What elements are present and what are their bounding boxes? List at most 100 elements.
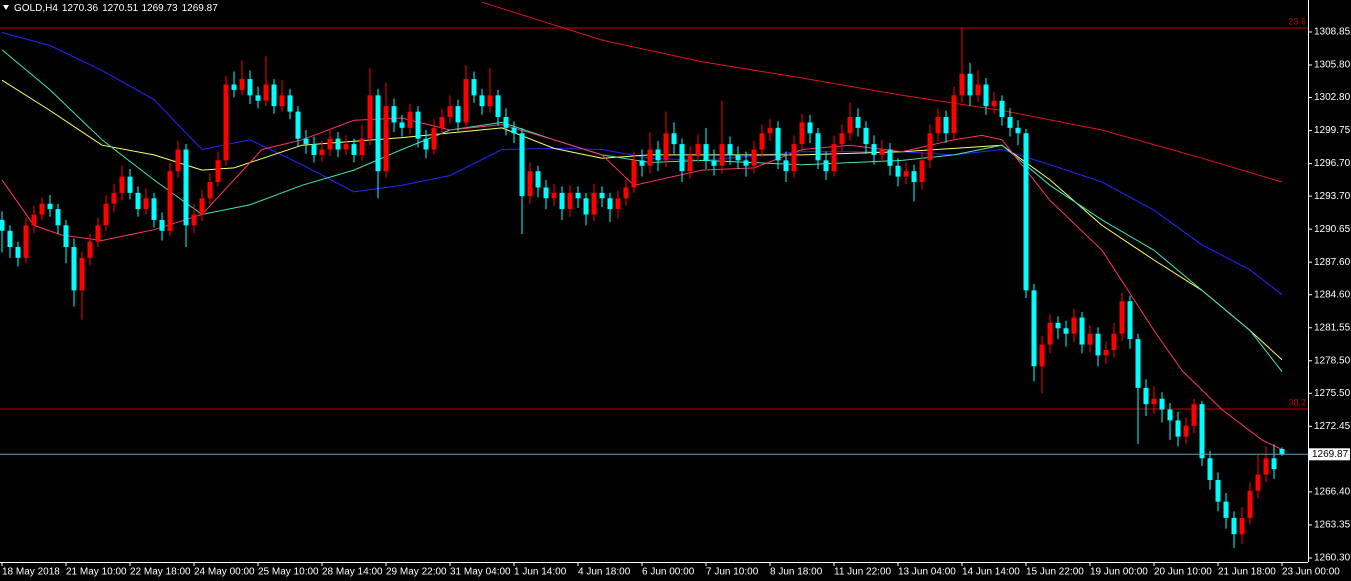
fib-level-label: 38.2 <box>1288 397 1306 407</box>
candle-body <box>615 198 621 210</box>
candle-body <box>303 138 309 145</box>
candle-body <box>839 133 845 145</box>
candle-body <box>703 144 709 161</box>
candle-body <box>599 192 605 199</box>
candle-body <box>871 144 877 155</box>
x-tick-label: 18 May 2018 <box>2 567 60 578</box>
candle-body <box>1111 333 1117 350</box>
candle-body <box>1159 398 1165 410</box>
candle-body <box>1087 333 1093 345</box>
candle-body <box>103 203 109 226</box>
candle-body <box>199 198 205 215</box>
x-tick-label: 8 Jun 18:00 <box>770 567 823 578</box>
candle-body <box>679 144 685 172</box>
candle-body <box>623 187 629 199</box>
x-tick-label: 11 Jun 22:00 <box>834 567 892 578</box>
candle-body <box>671 133 677 145</box>
price-label-box <box>1309 448 1350 461</box>
candle-body <box>1095 333 1101 356</box>
candle-body <box>223 84 229 161</box>
candle-body <box>1079 317 1085 345</box>
candle-body <box>991 100 997 107</box>
menu-arrow[interactable] <box>3 5 9 10</box>
candle-body <box>1183 425 1189 437</box>
candle-body <box>231 84 237 90</box>
candle-body <box>455 106 461 123</box>
y-tick-label: 1275.50 <box>1314 388 1351 399</box>
candle-body <box>0 219 5 231</box>
candle-body <box>415 111 421 139</box>
y-tick-label: 1299.75 <box>1314 125 1351 136</box>
y-tick-label: 1296.70 <box>1314 158 1351 169</box>
candle-body <box>967 73 973 96</box>
candle-body <box>751 149 757 166</box>
candle-body <box>527 171 533 197</box>
moving-average <box>1 32 1283 296</box>
x-tick-label: 22 May 18:00 <box>130 567 191 578</box>
candle-body <box>783 160 789 172</box>
candle-body <box>407 111 413 128</box>
candle-body <box>791 144 797 172</box>
y-tick-label: 1287.60 <box>1314 257 1351 268</box>
candle-body <box>279 95 285 107</box>
candle-body <box>1207 458 1213 480</box>
candle-body <box>191 214 197 226</box>
candle-body <box>311 144 317 155</box>
candle-body <box>911 171 917 183</box>
candle-body <box>847 117 853 134</box>
x-tick-label: 24 May 00:00 <box>194 567 255 578</box>
candle-body <box>855 117 861 128</box>
candle-body <box>431 127 437 150</box>
candle-body <box>1263 458 1269 475</box>
header-open: 1270.36 <box>62 3 99 14</box>
header-high: 1270.51 <box>102 3 139 14</box>
candle-body <box>647 149 653 166</box>
candle-body <box>463 79 469 123</box>
candle-body <box>343 144 349 150</box>
candle-body <box>559 192 565 210</box>
candle-body <box>1031 290 1037 367</box>
candle-body <box>759 133 765 150</box>
candle-body <box>399 122 405 128</box>
candle-body <box>823 160 829 172</box>
y-tick-label: 1293.70 <box>1314 191 1351 202</box>
candle-body <box>1127 301 1133 340</box>
candle-body <box>903 171 909 177</box>
candle-body <box>23 225 29 258</box>
candle-body <box>55 209 61 226</box>
candle-body <box>183 149 189 226</box>
candle-body <box>295 111 301 139</box>
candle-body <box>351 144 357 155</box>
candle-body <box>1063 328 1069 334</box>
header-low: 1269.73 <box>141 3 178 14</box>
candle-body <box>975 84 981 96</box>
candle-body <box>983 84 989 107</box>
candle-body <box>47 203 53 210</box>
candle-body <box>79 257 85 291</box>
x-tick-label: 19 Jun 00:00 <box>1090 567 1148 578</box>
candle-body <box>895 165 901 177</box>
x-tick-label: 7 Jun 10:00 <box>706 567 759 578</box>
candle-body <box>111 192 117 204</box>
y-tick-label: 1260.30 <box>1314 553 1351 564</box>
candle-body <box>159 219 165 231</box>
candle-body <box>119 176 125 193</box>
candle-body <box>375 95 381 172</box>
candle-body <box>711 160 717 166</box>
x-tick-label: 25 May 10:00 <box>258 567 319 578</box>
y-tick-label: 1284.60 <box>1314 289 1351 300</box>
candle-body <box>95 225 101 242</box>
candle-body <box>1143 387 1149 405</box>
candle-body <box>1271 458 1277 470</box>
candle-body <box>743 160 749 166</box>
candle-body <box>879 149 885 155</box>
candle-body <box>535 171 541 188</box>
y-tick-label: 1308.85 <box>1314 27 1351 38</box>
candle-body <box>1255 474 1261 491</box>
candle-body <box>943 117 949 134</box>
candle-body <box>1039 344 1045 367</box>
candle-body <box>663 133 669 161</box>
symbol: GOLD,H4 <box>14 3 58 14</box>
candle-body <box>439 117 445 128</box>
candle-body <box>727 144 733 155</box>
